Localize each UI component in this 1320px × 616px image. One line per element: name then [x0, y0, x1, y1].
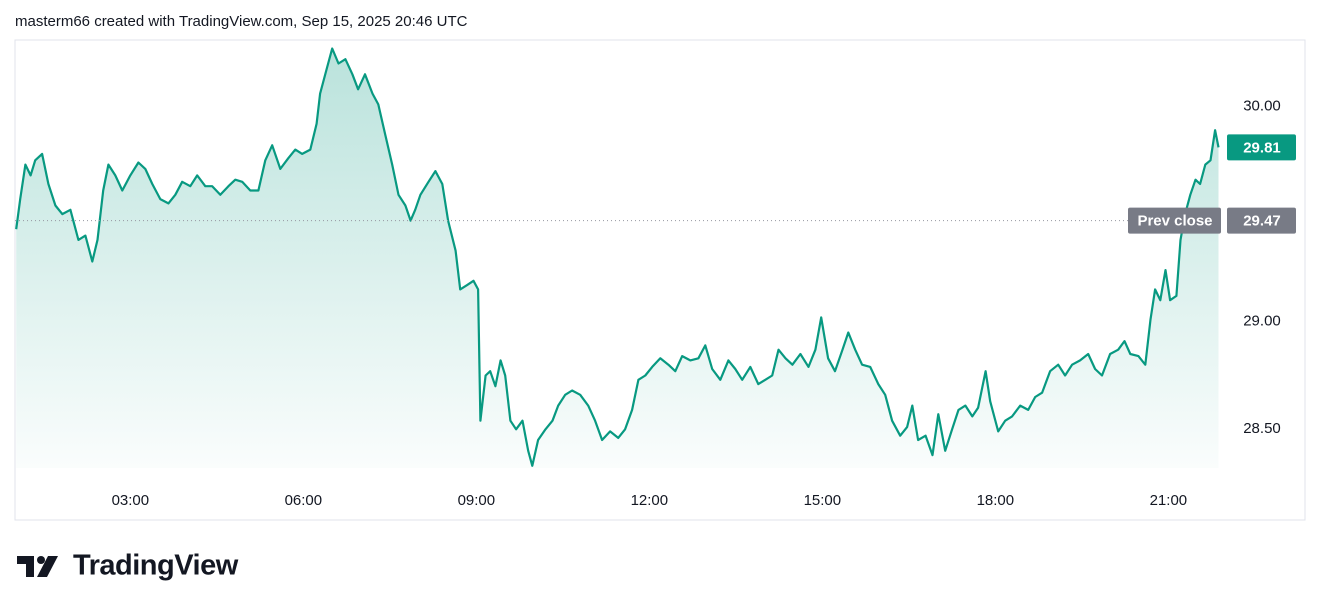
caption: masterm66 created with TradingView.com, … — [15, 13, 468, 30]
x-tick-label: 21:00 — [1150, 492, 1188, 509]
logo-icon — [17, 556, 58, 577]
x-tick-label: 18:00 — [977, 492, 1015, 509]
y-tick-label: 30.00 — [1243, 98, 1281, 115]
last-value-tag — [1227, 134, 1296, 161]
prev-close-tag — [1128, 207, 1221, 234]
x-tick-label: 12:00 — [631, 492, 669, 509]
x-tick-label: 06:00 — [285, 492, 323, 509]
chart-frame — [14, 39, 1306, 521]
x-tick-label: 09:00 — [458, 492, 496, 509]
last-value-label: 29.81 — [1243, 139, 1281, 156]
x-tick-label: 15:00 — [804, 492, 842, 509]
x-tick-label: 03:00 — [112, 492, 150, 509]
prev-close-value-tag — [1227, 207, 1296, 234]
area-fill — [16, 48, 1219, 468]
price-line — [15, 47, 1220, 467]
y-tick-label: 28.50 — [1243, 420, 1281, 437]
prev-close-value: 29.47 — [1243, 213, 1281, 230]
prev-close-label: Prev close — [1137, 213, 1212, 230]
brand: TradingView — [73, 550, 239, 582]
y-tick-label: 29.00 — [1243, 313, 1281, 330]
